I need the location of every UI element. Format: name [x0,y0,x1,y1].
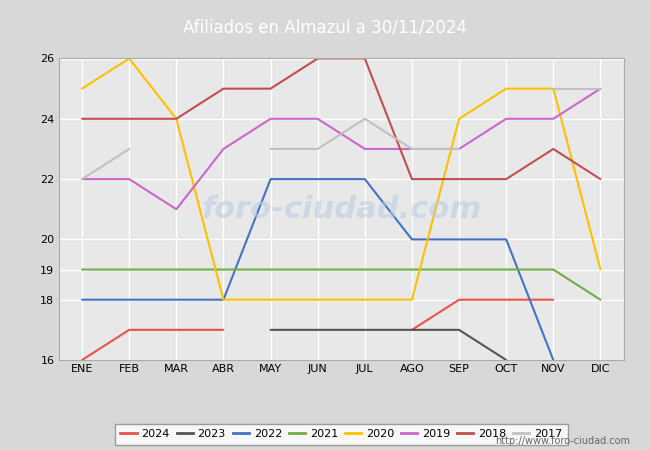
Text: http://www.foro-ciudad.com: http://www.foro-ciudad.com [495,436,630,446]
Text: Afiliados en Almazul a 30/11/2024: Afiliados en Almazul a 30/11/2024 [183,18,467,36]
Legend: 2024, 2023, 2022, 2021, 2020, 2019, 2018, 2017: 2024, 2023, 2022, 2021, 2020, 2019, 2018… [115,424,567,445]
Text: foro-ciudad.com: foro-ciudad.com [202,195,481,224]
